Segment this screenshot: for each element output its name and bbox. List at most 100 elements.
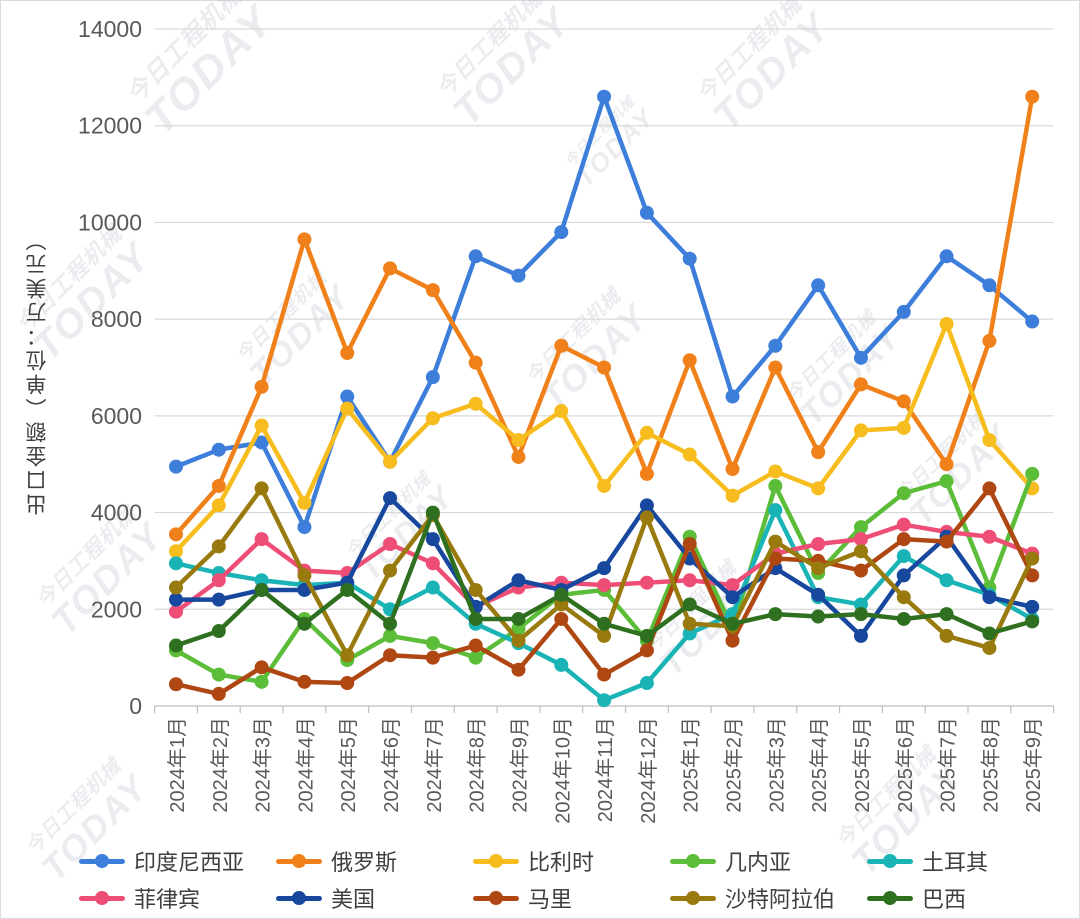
series-guinea-point [853,520,868,535]
series-turkey-point [425,580,440,595]
series-saudi-arabia-point [639,510,654,525]
series-usa-point [982,590,997,605]
series-usa-point [425,532,440,547]
series-saudi-arabia-point [939,628,954,643]
series-indonesia-point [768,338,783,353]
series-indonesia-point [682,251,697,266]
series-philippines-point [896,517,911,532]
series-saudi-arabia-point [896,590,911,605]
series-belgium-point [896,420,911,435]
series-mali-point [982,481,997,496]
legend-label: 沙特阿拉伯 [725,886,836,912]
series-mali-point [896,532,911,547]
series-philippines-point [211,573,226,588]
legend-marker-mali-icon [473,890,519,905]
series-russia-point [511,449,526,464]
x-tick-label: 2024年10月 [551,717,574,824]
series-belgium-point [939,316,954,331]
series-russia-point [297,232,312,247]
series-usa-point [383,491,398,506]
series-guinea-point [468,650,483,665]
series-saudi-arabia-point [340,648,355,663]
x-axis-ticks [154,706,1055,713]
series-philippines-point [853,532,868,547]
series-philippines-point [597,578,612,593]
series-mali-point [511,662,526,677]
series-usa-point [511,573,526,588]
series-belgium-point [169,544,183,559]
series-turkey-point [639,676,654,691]
series-turkey-point [896,549,911,564]
y-axis-tick-labels: 0 2000 4000 6000 8000 10000 12000 14000 [78,16,142,719]
series-indonesia-point [468,249,483,264]
series-philippines-point [425,556,440,571]
series-brazil-point [597,616,612,631]
series-russia-point [682,353,697,368]
series-turkey-point [853,597,868,612]
series-brazil-point [383,616,398,631]
legend-item-saudi-arabia: 沙特阿拉伯 [670,882,867,914]
series-russia [169,89,1040,542]
series-brazil-point [1025,614,1040,629]
series-saudi-arabia-point [768,534,783,549]
series-mali-point [1025,568,1040,583]
series-brazil-point [169,638,183,653]
x-tick-label: 2024年4月 [294,717,317,813]
x-tick-label: 2024年8月 [466,717,489,813]
legend-label: 土耳其 [922,849,989,875]
series-russia-point [597,360,612,375]
x-axis-tick-labels: 2024年1月 2024年2月 2024年3月 2024年4月 2024年5月 2024年… [166,717,1045,824]
legend-item-guinea: 几内亚 [670,845,867,877]
series-brazil-point [811,609,826,624]
series-indonesia-point [169,459,183,474]
x-tick-label: 2024年9月 [508,717,531,813]
series-belgium-point [211,498,226,513]
series-turkey-point [554,657,569,672]
series-indonesia-point [297,520,312,535]
x-tick-label: 2024年7月 [423,717,446,813]
series-mali-point [639,643,654,658]
legend-item-turkey: 土耳其 [867,845,1064,877]
legend-marker-belgium-icon [473,853,519,868]
series-saudi-arabia-point [468,582,483,597]
series-indonesia-point [896,304,911,319]
series-philippines-point [811,537,826,552]
series-indonesia-point [597,89,612,104]
series-russia-point [725,462,740,477]
legend-label: 菲律宾 [134,886,201,912]
series-saudi-arabia-point [383,563,398,578]
x-tick-label: 2025年9月 [1022,717,1045,813]
series-russia-point [340,345,355,360]
chart-legend: 印度尼西亚 俄罗斯 比利时 几内亚 土耳其 菲律宾 美国 马里 沙特阿拉伯 巴西 [79,842,1069,916]
series-russia-point [383,261,398,276]
series-indonesia-point [254,435,269,450]
series-belgium-point [468,396,483,411]
series-belgium-point [425,411,440,426]
series-belgium-point [511,433,526,448]
series-brazil-point [468,611,483,626]
series-usa-point [597,561,612,576]
legend-item-indonesia: 印度尼西亚 [79,845,276,877]
series-mali-point [554,611,569,626]
series-brazil-point [939,607,954,622]
y-tick-label: 8000 [91,306,142,332]
series-brazil-point [896,611,911,626]
series-russia-point [468,355,483,370]
x-tick-label: 2024年12月 [637,717,660,824]
legend-label: 巴西 [922,886,967,912]
series-indonesia-point [425,370,440,385]
series-brazil-point [768,607,783,622]
series-indonesia-point [511,268,526,283]
series-russia-point [1025,89,1040,104]
legend-item-mali: 马里 [473,882,670,914]
series-belgium-point [254,418,269,433]
legend-label: 马里 [528,886,573,912]
series-indonesia-point [725,389,740,404]
series-indonesia-point [639,205,654,220]
series-brazil-point [725,616,740,631]
series-russia-point [768,360,783,375]
series-guinea-point [383,628,398,643]
series-turkey-point [169,556,183,571]
y-tick-label: 0 [129,693,142,719]
series-saudi-arabia-point [597,628,612,643]
